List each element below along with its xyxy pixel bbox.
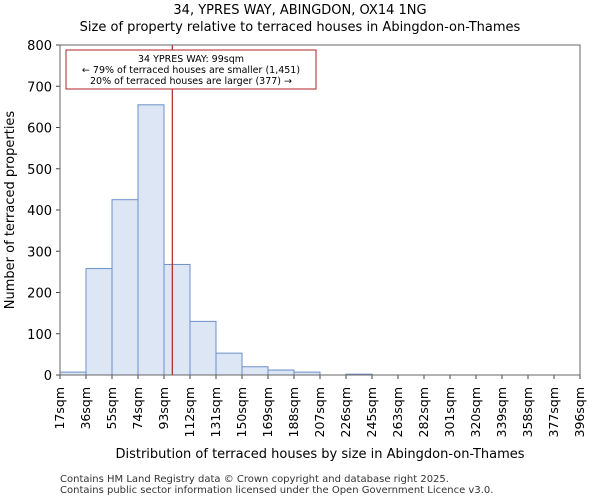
x-tick-label: 17sqm [52,387,67,430]
bar-55sqm [111,199,139,376]
annotation-box [65,49,317,90]
y-axis-label: Number of terraced properties [3,111,18,310]
bar-150sqm [241,366,269,376]
x-tick-label: 226sqm [338,387,353,437]
x-tick-label: 320sqm [468,387,483,437]
x-tick-label: 74sqm [130,387,145,430]
x-tick-label: 207sqm [312,387,327,437]
x-tick-label: 245sqm [364,387,379,437]
footer-licence: Contains public sector information licen… [60,485,494,496]
footer-copyright: Contains HM Land Registry data © Crown c… [60,474,449,485]
x-axis-label: Distribution of terraced houses by size … [115,447,524,462]
y-tick-label: 800 [27,39,52,54]
y-tick-label: 300 [27,245,52,260]
x-tick-label: 301sqm [442,387,457,437]
x-tick-label: 150sqm [234,387,249,437]
chart-subtitle: Size of property relative to terraced ho… [79,20,521,35]
y-tick-label: 400 [27,204,52,219]
x-tick-label: 169sqm [260,387,275,437]
bar-169sqm [267,369,295,376]
histogram-chart: 34 YPRES WAY: 99sqm ← 79% of terraced ho… [3,39,587,462]
y-tick-label: 500 [27,163,52,178]
x-tick-label: 188sqm [286,387,301,437]
x-tick-label: 358sqm [520,387,535,437]
y-tick-label: 600 [27,122,52,137]
annotation-line-2: ← 79% of terraced houses are smaller (1,… [82,65,300,76]
annotation-line-3: 20% of terraced houses are larger (377) … [90,76,292,87]
bar-93sqm [163,263,191,376]
y-tick-label: 0 [44,369,52,384]
x-tick-label: 93sqm [156,387,171,430]
x-tick-label: 377sqm [546,387,561,437]
plot-frame [59,44,581,376]
x-tick-label: 282sqm [416,387,431,437]
y-tick-label: 100 [27,328,52,343]
bar-74sqm [137,104,165,376]
x-tick-label: 55sqm [104,387,119,430]
annotation-line-1: 34 YPRES WAY: 99sqm [138,54,244,65]
chart-title: 34, YPRES WAY, ABINGDON, OX14 1NG [173,3,427,18]
bar-112sqm [189,320,217,376]
bar-131sqm [215,352,243,376]
y-tick-label: 700 [27,80,52,95]
x-tick-label: 396sqm [572,387,587,437]
x-tick-label: 131sqm [208,387,223,437]
bar-36sqm [85,268,113,376]
x-tick-label: 112sqm [182,387,197,437]
x-tick-label: 339sqm [494,387,509,437]
x-tick-label: 36sqm [78,387,93,430]
x-tick-label: 263sqm [390,387,405,437]
y-tick-label: 200 [27,287,52,302]
